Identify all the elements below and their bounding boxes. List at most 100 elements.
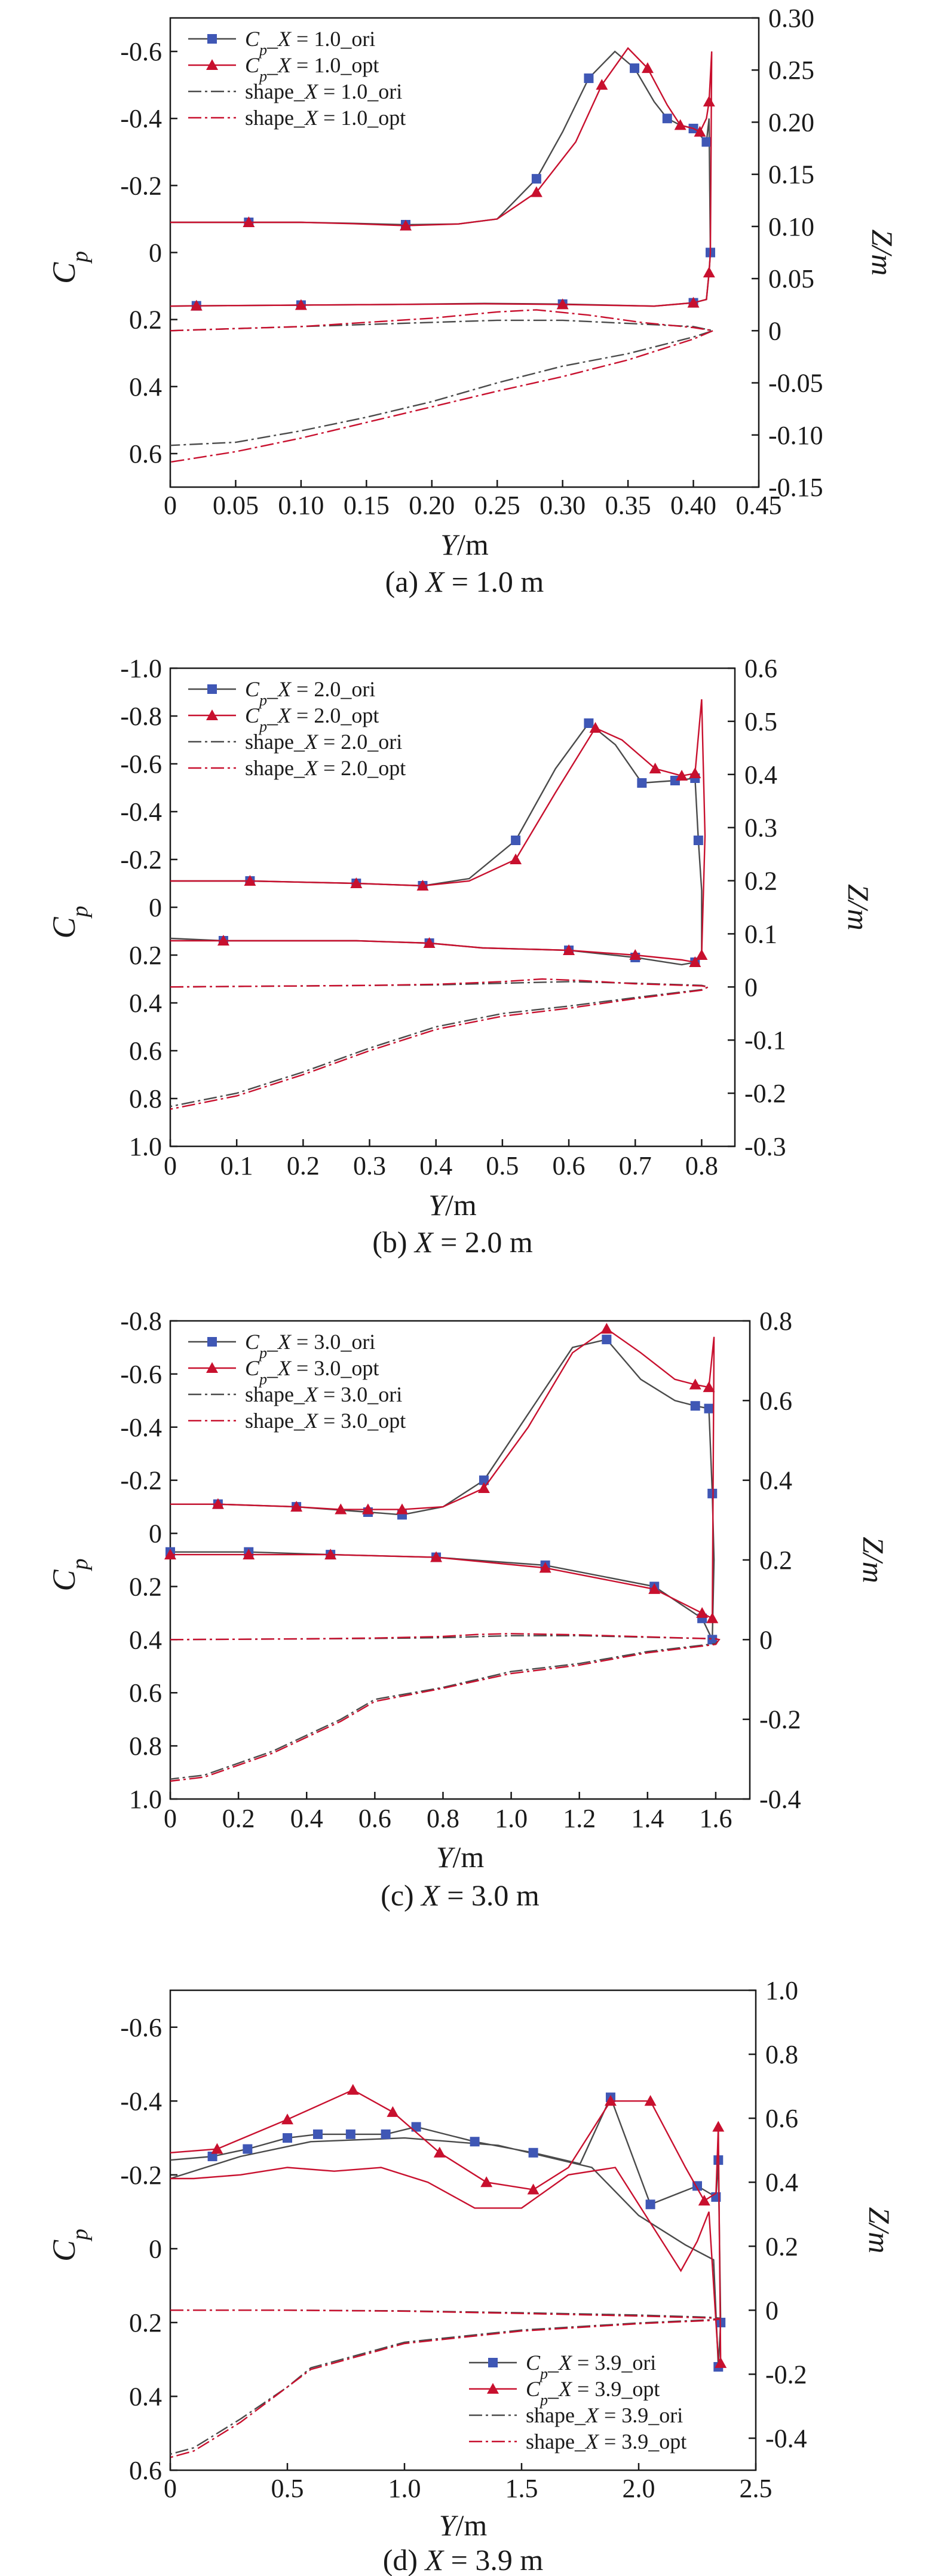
y2-tick-label: 1.0	[765, 1976, 798, 2005]
legend-label: Cp_X = 3.0_opt	[245, 1356, 379, 1388]
data-point-opt	[648, 1583, 661, 1594]
y-tick-label: 0	[149, 2234, 162, 2263]
data-point-opt	[706, 1612, 719, 1623]
legend-marker	[487, 2383, 499, 2394]
data-point-opt	[527, 2183, 540, 2195]
legend-label: Cp_X = 2.0_opt	[245, 703, 379, 735]
legend-label: shape_X = 3.9_opt	[526, 2430, 686, 2453]
y-tick-label: 1.0	[129, 1132, 162, 1161]
data-point-ori	[693, 836, 703, 845]
legend-marker	[207, 684, 217, 694]
series-line-ori-shape	[170, 1635, 721, 1780]
x-axis-label: Y/m	[428, 1188, 477, 1222]
y-tick-label: 1.0	[129, 1785, 162, 1814]
y2-tick-label: -0.3	[744, 1132, 786, 1161]
data-point-opt	[589, 722, 602, 733]
y2-tick-label: -0.10	[768, 421, 823, 450]
y2-tick-label: -0.4	[765, 2424, 807, 2453]
x-tick-label: 0	[164, 491, 177, 520]
data-point-ori	[701, 137, 712, 147]
series-line-opt-shape	[170, 309, 716, 463]
data-point-opt	[347, 2084, 359, 2095]
x-tick-label: 1.2	[563, 1804, 596, 1833]
data-point-opt	[563, 944, 575, 955]
x-tick-label: 0.05	[213, 491, 259, 520]
data-point-opt	[712, 2121, 725, 2132]
x-tick-label: 1.4	[631, 1804, 664, 1833]
x-tick-label: 0.4	[290, 1804, 323, 1833]
series-line-opt-shape	[170, 2309, 721, 2458]
y-axis-label: Cp	[46, 905, 93, 938]
y-tick-label: 0	[149, 238, 162, 268]
data-point-opt	[674, 119, 686, 130]
x-tick-label: 0.2	[287, 1151, 320, 1180]
y2-tick-label: 0.6	[744, 654, 777, 683]
x-tick-label: 0.3	[353, 1151, 386, 1180]
data-point-opt	[703, 96, 715, 107]
data-point-opt	[190, 299, 203, 311]
x-tick-label: 0.5	[486, 1151, 519, 1180]
data-point-opt	[295, 299, 307, 310]
data-point-opt	[510, 853, 522, 864]
panel-caption: (d) X = 3.9 m	[383, 2543, 544, 2576]
y-tick-label: -0.6	[120, 749, 162, 779]
y-tick-label: 0	[149, 1519, 162, 1549]
data-point-opt	[243, 1549, 255, 1560]
legend-label: Cp_X = 3.0_ori	[245, 1330, 375, 1362]
series-line-opt-cp	[170, 1327, 715, 1620]
panel-c: 0 0.2 0.4 0.6 0.8 1.0 1.2 1.4 1.6 -0.8 -0.6 -0.4 -0.…	[46, 1307, 890, 1912]
data-point-opt	[694, 126, 706, 137]
data-point-opt	[217, 935, 229, 946]
y2-tick-label: 0.10	[768, 212, 814, 241]
y2-tick-label: 0	[759, 1625, 773, 1654]
y-tick-label: 0.6	[129, 1678, 162, 1708]
y2-tick-label: -0.2	[759, 1705, 801, 1734]
data-point-ori	[207, 2151, 217, 2161]
y2-tick-label: 0.4	[759, 1466, 792, 1495]
y-tick-label: -0.2	[120, 171, 162, 200]
series-line-opt-cp	[170, 47, 713, 307]
y2-tick-label: 0.2	[744, 867, 777, 896]
data-point-ori	[584, 718, 594, 728]
data-point-ori	[630, 63, 640, 74]
y2-tick-label: 0.6	[759, 1386, 792, 1415]
data-point-ori	[690, 1401, 700, 1411]
x-axis-label: Y/m	[436, 1840, 485, 1874]
x-tick-label: 1.6	[699, 1804, 732, 1833]
y2-tick-label: 0	[765, 2296, 778, 2325]
y2-tick-label: 0.8	[759, 1307, 792, 1336]
y-tick-label: 0.6	[129, 2456, 162, 2485]
series-line-ori-shape	[170, 319, 716, 446]
x-tick-label: 0.6	[358, 1804, 391, 1833]
y2-tick-label: 0.5	[744, 707, 777, 736]
legend-label: shape_X = 2.0_opt	[245, 756, 406, 780]
y2-axis-label: Z/m	[857, 1537, 890, 1583]
y-tick-label: 0.2	[129, 1572, 162, 1601]
data-point-opt	[687, 296, 700, 308]
y-tick-label: -1.0	[120, 654, 162, 683]
x-tick-label: 0	[164, 1151, 177, 1180]
data-point-opt	[423, 937, 436, 948]
legend-label: Cp_X = 3.9_ori	[526, 2351, 656, 2382]
legend-marker	[206, 59, 218, 70]
data-point-opt	[715, 2357, 727, 2368]
y2-axis-label: Z/m	[842, 884, 875, 931]
legend-marker	[207, 1337, 217, 1347]
series-line-opt-cp	[170, 2089, 722, 2366]
x-axis-label: Y/m	[440, 528, 489, 561]
x-tick-label: 0.15	[344, 491, 390, 520]
data-point-opt	[433, 2146, 446, 2158]
data-point-ori	[662, 114, 672, 124]
y-tick-label: 0.8	[129, 1084, 162, 1113]
data-point-ori	[479, 1475, 489, 1485]
data-point-opt	[703, 1381, 715, 1393]
data-point-opt	[396, 1503, 408, 1515]
x-tick-label: 0	[164, 2474, 177, 2503]
y2-tick-label: 0.8	[765, 2040, 798, 2069]
data-point-opt	[600, 1323, 613, 1334]
